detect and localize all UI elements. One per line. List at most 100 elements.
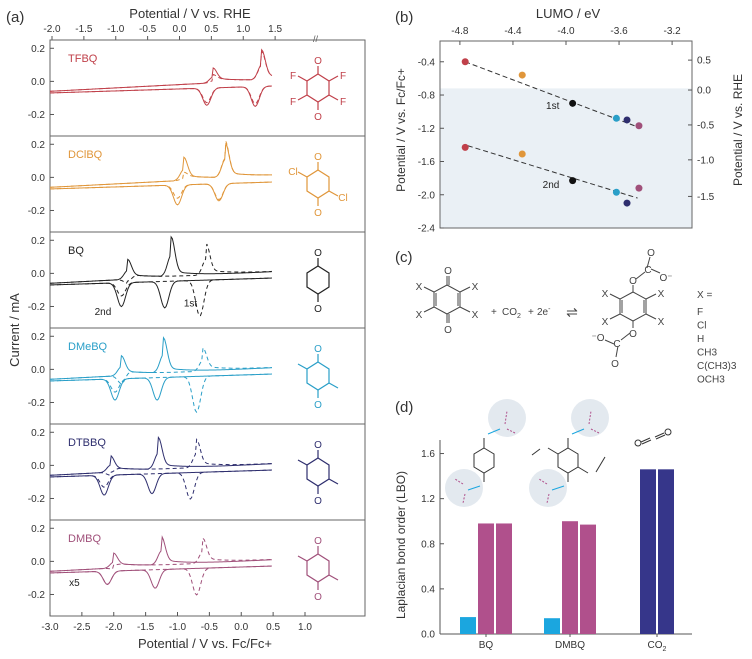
data-point (635, 122, 643, 130)
top-tick-label: 1.0 (236, 24, 250, 35)
bar-dmbq (580, 524, 596, 634)
substituent-bond (328, 478, 339, 485)
y-tick-label: 0.2 (31, 236, 45, 247)
y-tick-label: 0.0 (31, 173, 45, 184)
fit-line-2nd (467, 145, 638, 199)
data-point (569, 177, 577, 185)
top-tick-label: 0.0 (173, 24, 187, 35)
cv-dashed-anodic (49, 537, 272, 572)
data-point (635, 184, 643, 192)
substituent-bond (328, 574, 339, 581)
panel-a-cv-chart: Potential / V vs. RHE -2.0 -1.5 -1.0 -0.5 0.… (7, 6, 366, 651)
cv-dashed-cathodic (49, 565, 272, 596)
product-x-tr: X (658, 289, 665, 300)
subplot-label: TFBQ (68, 53, 98, 65)
bottom-tick-label: -3.0 (41, 622, 59, 633)
y-tick-label: 0.2 (31, 332, 45, 343)
cv-cathodic (49, 277, 272, 309)
substituent-bond (328, 382, 339, 389)
bar-co2 (640, 469, 656, 634)
peak-label-2nd: 2nd (95, 307, 112, 318)
oxygen-label: O (314, 592, 322, 603)
y-tick-label: 0.0 (421, 630, 435, 641)
carbonate-product-structure (604, 256, 661, 358)
cv-dashed-anodic (49, 438, 272, 476)
substituent-item: CH3 (697, 348, 717, 359)
y-tick-label: -0.2 (28, 302, 46, 313)
series-label-1st: 1st (546, 101, 560, 112)
bottom-tick-label: -1.0 (169, 622, 187, 633)
y-left-tick-label: -2.4 (418, 224, 436, 235)
plus-sign-2: + (528, 307, 534, 318)
subplot-dmebq: 0.2 0.0 -0.2 DMeBQ OO (28, 327, 366, 425)
product-o-top: O (629, 276, 637, 287)
substituent-label: Cl (288, 167, 297, 178)
panel-b-ylabel-left: Potential / V vs. Fc/Fc+ (394, 68, 408, 192)
dmbq-carbonate-structure (529, 399, 609, 507)
y-tick-label: -0.2 (28, 398, 46, 409)
cv-dashed-cathodic (49, 469, 272, 500)
panel-d-plot-area: 0.0 0.4 0.8 1.2 1.6 BQ DMBQ CO2 (421, 440, 692, 653)
y-tick-label: 0.2 (31, 140, 45, 151)
reactant-oxygen-top: O (444, 266, 452, 277)
x-equals-label: X = (697, 290, 712, 301)
panel-label-c: (c) (395, 249, 413, 266)
bottom-tick-label: 0.5 (266, 622, 280, 633)
molecule-structure: OO (297, 344, 339, 411)
y-left-tick-label: -1.6 (418, 157, 436, 168)
product-x-br: X (658, 317, 665, 328)
bottom-tick-label: -2.5 (73, 622, 91, 633)
quinone-ring (306, 553, 330, 583)
data-point (461, 58, 469, 66)
y-left-tick-label: -0.4 (418, 57, 436, 68)
bottom-tick-label: 0.0 (234, 622, 248, 633)
data-point (569, 99, 577, 107)
x-tick-label: -4.0 (557, 26, 575, 37)
panel-d-ylabel: Laplacian bond order (LBO) (394, 471, 408, 619)
product-x-tl: X (602, 289, 609, 300)
top-tick-label: -1.5 (75, 24, 93, 35)
subplot-label: DMeBQ (68, 341, 108, 353)
plus-sign-1: + (491, 307, 497, 318)
y-tick-label: 0.0 (31, 557, 45, 568)
product-o-bottom: O (629, 329, 637, 340)
oxygen-label: O (314, 304, 322, 315)
peak-label-1st: 1st (184, 298, 198, 309)
panel-b-plot-area: -4.8 -4.4 -4.0 -3.6 -3.2 -0.4 -0.8 -1.2 -1.6 -2.0… (418, 26, 715, 235)
y-tick-label: 0.2 (31, 44, 45, 55)
fit-line-1st (465, 61, 640, 128)
oxygen-label: O (314, 496, 322, 507)
cv-dashed-cathodic (49, 181, 272, 200)
bar-bq (478, 523, 494, 634)
bottom-tick-label: 1.0 (298, 622, 312, 633)
panel-a-top-ticks: -2.0 -1.5 -1.0 -0.5 0.0 0.5 1.0 1.5 // (43, 24, 318, 44)
substituent-bond (297, 75, 308, 82)
product-o-minus-bottom: ⁻O (591, 333, 604, 344)
y-tick-label: 0.0 (31, 365, 45, 376)
panel-b-scatter-chart: LUMO / eV Potential / V vs. Fc/Fc+ Poten… (394, 6, 745, 235)
y-left-tick-label: -1.2 (418, 124, 436, 135)
molecule-structure: O O F F F F (290, 56, 346, 123)
cv-dashed-anodic (49, 50, 273, 92)
panel-label-b: (b) (395, 9, 413, 26)
reactant-x-bl: X (416, 310, 423, 321)
data-point (461, 143, 469, 151)
substituent-list: F Cl H CH3 C(CH3)3 OCH3 (697, 307, 737, 386)
data-point (623, 116, 631, 124)
y-right-tick-label: 0.5 (697, 56, 711, 67)
product-o-carbonyl-bottom: O (611, 359, 619, 370)
bottom-tick-label: -2.0 (105, 622, 123, 633)
subplot-label: DTBBQ (68, 437, 106, 449)
y-right-tick-label: -0.5 (697, 120, 715, 131)
panel-label-a: (a) (6, 9, 24, 26)
substituent-bond (328, 75, 339, 82)
data-point (518, 150, 526, 158)
panel-a-xlabel-bottom: Potential / V vs. Fc/Fc+ (138, 636, 272, 651)
reactant-x-tr: X (472, 282, 479, 293)
substituent-item: Cl (697, 321, 706, 332)
cv-dashed-cathodic (49, 373, 272, 413)
equilibrium-arrow: ⇌ (566, 304, 578, 320)
substituent-label: F (340, 71, 346, 82)
y-tick-label: -0.2 (28, 110, 46, 121)
